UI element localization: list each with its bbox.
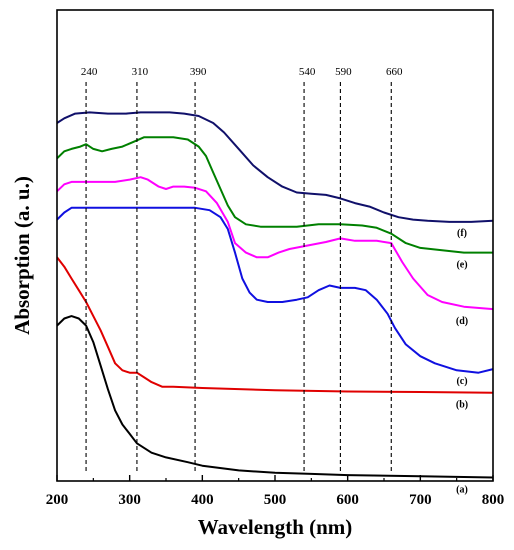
series-line-b xyxy=(56,256,494,394)
reference-label-590: 590 xyxy=(335,66,352,78)
x-axis-ticks: 200 300 400 500 600 700 800 xyxy=(46,475,505,508)
reference-label-310: 310 xyxy=(132,66,149,78)
series-label-d: (d) xyxy=(456,316,468,327)
series-label-e: (e) xyxy=(456,260,467,271)
reference-label-240: 240 xyxy=(81,66,98,78)
series-line-c xyxy=(56,206,494,374)
x-tick-label-700: 700 xyxy=(409,492,432,508)
x-tick-label-500: 500 xyxy=(264,492,287,508)
reference-lines-group: 240 310 390 540 590 660 xyxy=(81,66,403,471)
curves-group xyxy=(56,111,494,479)
reference-label-540: 540 xyxy=(299,66,316,78)
reference-label-390: 390 xyxy=(190,66,207,78)
plot-frame xyxy=(56,9,494,482)
x-tick-label-300: 300 xyxy=(118,492,141,508)
x-axis-title: Wavelength (nm) xyxy=(198,515,353,539)
y-axis-title: Absorption (a. u.) xyxy=(10,176,34,335)
series-line-f xyxy=(56,111,494,223)
x-tick-label-600: 600 xyxy=(336,492,359,508)
curve-labels-group: (a) (b) (c) (d) (e) (f) xyxy=(456,228,468,496)
series-line-d xyxy=(56,176,494,311)
series-label-b: (b) xyxy=(456,400,468,411)
series-label-a: (a) xyxy=(456,485,468,496)
series-label-c: (c) xyxy=(456,376,467,387)
x-tick-label-800: 800 xyxy=(482,492,505,508)
series-line-a xyxy=(56,315,494,479)
x-tick-label-200: 200 xyxy=(46,492,69,508)
series-label-f: (f) xyxy=(457,228,467,239)
x-tick-label-400: 400 xyxy=(191,492,214,508)
reference-label-660: 660 xyxy=(386,66,403,78)
series-line-e xyxy=(56,136,493,254)
